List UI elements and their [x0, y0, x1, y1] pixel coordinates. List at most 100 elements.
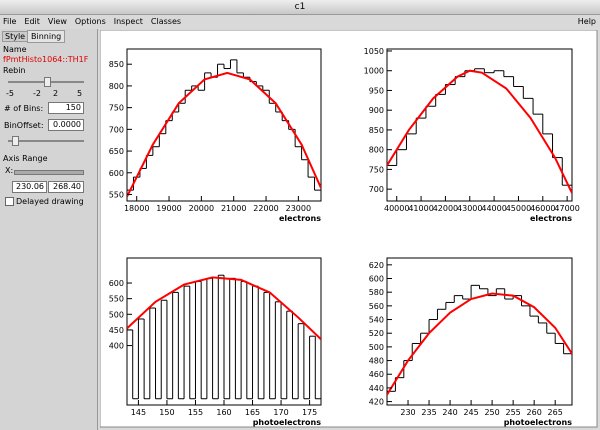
fit-curve — [387, 69, 572, 194]
y-tick-label: 550 — [109, 190, 124, 199]
x-axis-label: photoelectrons — [253, 418, 322, 427]
range-label: Axis Range — [3, 154, 48, 163]
canvas: 18000 19000 20000 21000 22000 23000 550 600 650 7… — [100, 30, 598, 428]
x-tick-label: 45000 — [506, 204, 531, 213]
y-tick-label: 460 — [369, 370, 384, 379]
x-tick-label: 42000 — [433, 204, 458, 213]
y-tick-label: 700 — [369, 185, 384, 194]
menu-item[interactable]: View — [47, 17, 67, 26]
y-tick-label: 1050 — [364, 47, 384, 56]
rebin-tick: -5 — [6, 89, 14, 98]
y-tick-label: 560 — [369, 302, 384, 311]
plot-frame — [126, 48, 322, 202]
x-tick-label: 155 — [188, 408, 203, 417]
x-tick-label: 170 — [273, 408, 288, 417]
menu-item[interactable]: Options — [74, 17, 106, 26]
y-tick-label: 1000 — [364, 67, 384, 76]
x-tick-label: 21000 — [221, 204, 246, 213]
plot-area — [127, 59, 321, 201]
x-tick-label: 255 — [505, 408, 520, 417]
offset-label: BinOffset: — [4, 121, 44, 130]
bins-label: # of Bins: — [4, 104, 44, 113]
plot-frame — [386, 48, 573, 202]
x-tick-label: 23000 — [286, 204, 311, 213]
x-tick-label: 250 — [484, 408, 499, 417]
y-tick-label: 650 — [109, 147, 124, 156]
y-tick-label: 950 — [369, 86, 384, 95]
editor-panel — [0, 29, 98, 430]
name-label: Name — [3, 45, 27, 54]
x-tick-label: 260 — [527, 408, 542, 417]
y-tick-label: 620 — [369, 261, 384, 270]
x-tick-label: 235 — [421, 408, 436, 417]
range-max[interactable]: 268.40 — [48, 181, 84, 193]
y-tick-label: 580 — [369, 288, 384, 297]
rebin-tick: 5 — [77, 89, 83, 98]
y-tick-label: 550 — [109, 295, 124, 304]
histo-name: fPmtHisto1064::TH1F — [3, 55, 89, 64]
y-tick-label: 850 — [109, 60, 124, 69]
x-tick-label: 47000 — [554, 204, 579, 213]
menu-item[interactable]: File — [3, 17, 17, 26]
x-tick-label: 44000 — [481, 204, 506, 213]
y-tick-label: 800 — [109, 82, 124, 91]
plot-frame — [386, 257, 573, 406]
plot-area — [387, 68, 572, 201]
x-tick-label: 43000 — [457, 204, 482, 213]
delayed-checkbox[interactable] — [5, 197, 14, 206]
x-tick-label: 265 — [548, 408, 563, 417]
menu-item[interactable]: Edit — [24, 17, 40, 26]
x-tick-label: 22000 — [253, 204, 278, 213]
y-tick-label: 750 — [369, 165, 384, 174]
plot-area — [127, 274, 321, 405]
delayed-label: Delayed drawing — [16, 197, 84, 206]
tab-binning[interactable]: Binning — [27, 30, 66, 43]
bins-input[interactable]: 150 — [48, 102, 84, 114]
x-axis-label: photoelectrons — [504, 418, 573, 427]
y-tick-label: 600 — [109, 169, 124, 178]
rebin-label: Rebin — [3, 66, 26, 75]
y-tick-label: 540 — [369, 316, 384, 325]
offset-input[interactable]: 0.0000 — [48, 119, 84, 131]
range-slider[interactable] — [14, 170, 84, 175]
y-tick-label: 700 — [109, 125, 124, 134]
menu-item[interactable]: Inspect — [113, 17, 143, 26]
x-tick-label: 40000 — [384, 204, 409, 213]
y-tick-label: 750 — [109, 104, 124, 113]
y-tick-label: 500 — [109, 310, 124, 319]
x-tick-label: 160 — [216, 408, 231, 417]
x-tick-label: 245 — [463, 408, 478, 417]
x-tick-label: 145 — [131, 408, 146, 417]
x-tick-label: 230 — [400, 408, 415, 417]
rebin-tick: -2 — [33, 89, 41, 98]
y-tick-label: 600 — [109, 279, 124, 288]
x-tick-label: 18000 — [124, 204, 149, 213]
x-tick-label: 175 — [302, 408, 317, 417]
x-axis-label: electrons — [530, 214, 572, 223]
range-min[interactable]: 230.06 — [12, 181, 47, 193]
tab-style[interactable]: Style — [2, 31, 29, 42]
x-axis-label: electrons — [279, 214, 321, 223]
menu-help[interactable]: Help — [577, 17, 596, 26]
y-tick-label: 900 — [369, 106, 384, 115]
fit-curve — [127, 276, 321, 341]
x-tick-label: 19000 — [156, 204, 181, 213]
x-tick-label: 41000 — [408, 204, 433, 213]
fit-curve — [387, 292, 572, 396]
slider-thumb[interactable] — [12, 136, 19, 146]
x-tick-label: 150 — [159, 408, 174, 417]
title-bar: c1 — [0, 0, 600, 15]
y-tick-label: 400 — [109, 342, 124, 351]
offset-slider[interactable] — [8, 140, 84, 142]
menu-item[interactable]: Classes — [150, 17, 182, 26]
window-title: c1 — [294, 2, 306, 12]
y-tick-label: 450 — [109, 326, 124, 335]
x-tick-label: 240 — [442, 408, 457, 417]
y-tick-label: 850 — [369, 126, 384, 135]
slider-thumb[interactable] — [44, 77, 51, 87]
x-tick-label: 165 — [245, 408, 260, 417]
y-tick-label: 440 — [369, 384, 384, 393]
fit-curve — [127, 71, 321, 198]
y-tick-label: 500 — [369, 343, 384, 352]
